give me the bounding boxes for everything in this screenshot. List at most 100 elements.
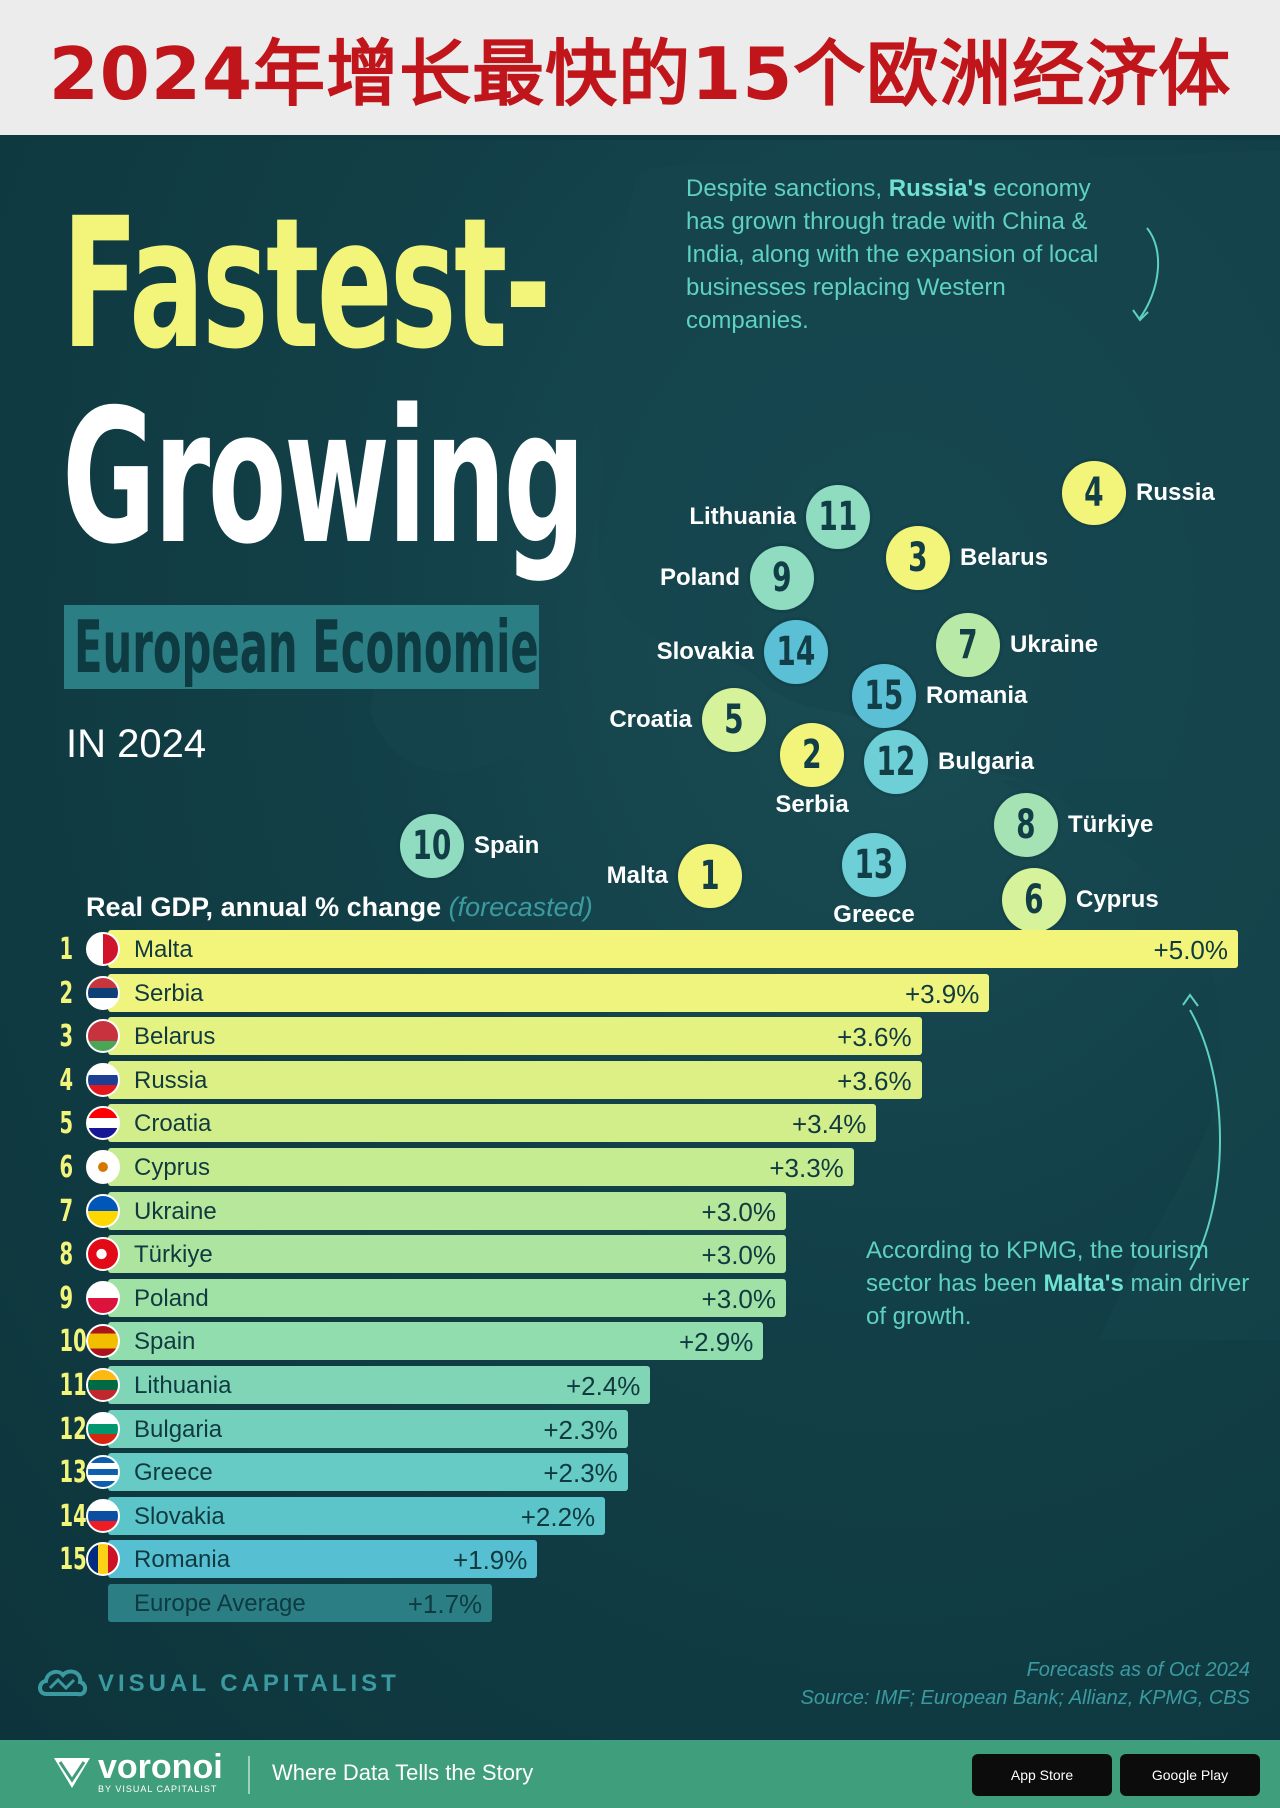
map-marker-greece: 13 Greece bbox=[814, 833, 934, 929]
flag-malta-icon bbox=[86, 932, 120, 966]
bar-türkiye bbox=[108, 1235, 786, 1274]
bar-value-label: +3.4% bbox=[791, 1109, 867, 1140]
rank-circle: 8 bbox=[994, 793, 1058, 857]
source-line-1: Forecasts as of Oct 2024 bbox=[1026, 1659, 1250, 1681]
brand-name: VISUAL CAPITALIST bbox=[98, 1670, 400, 1697]
map-marker-lithuania: Lithuania 11 bbox=[689, 485, 870, 549]
bar-country-label: Lithuania bbox=[134, 1372, 232, 1399]
bar-rank: 11 bbox=[59, 1368, 87, 1403]
malta-note-post: main driver of growth. bbox=[866, 1270, 1250, 1330]
bar-rank: 2 bbox=[59, 975, 74, 1011]
bar-slovakia bbox=[108, 1496, 606, 1535]
bar-belarus bbox=[108, 1017, 922, 1056]
country-label: Spain bbox=[474, 832, 540, 859]
bar-europe-average bbox=[108, 1584, 493, 1622]
rank-circle: 14 bbox=[764, 620, 828, 684]
country-label: Croatia bbox=[609, 706, 692, 733]
rank-number: 12 bbox=[876, 739, 916, 785]
rank-number: 7 bbox=[958, 622, 978, 668]
bar-value-label: +3.0% bbox=[701, 1196, 776, 1227]
bar-rank: 4 bbox=[59, 1062, 74, 1098]
bar-poland bbox=[108, 1278, 786, 1317]
chart-title: Real GDP, annual % change (forecasted) bbox=[86, 892, 593, 923]
bar-malta bbox=[108, 930, 1238, 968]
bar-country-label: Romania bbox=[134, 1546, 231, 1574]
bar-country-label: Belarus bbox=[134, 1023, 216, 1051]
footer-tagline: Where Data Tells the Story bbox=[272, 1760, 534, 1785]
russia-annotation: Despite sanctions, Russia's economy has … bbox=[686, 172, 1126, 337]
bar-value-label: +2.9% bbox=[678, 1327, 754, 1358]
bar-country-label: Bulgaria bbox=[134, 1415, 223, 1443]
bar-croatia bbox=[108, 1104, 877, 1143]
bar-country-label: Türkiye bbox=[134, 1241, 213, 1269]
title-fastest: Fastest- bbox=[62, 180, 551, 389]
bar-rank: 5 bbox=[59, 1106, 74, 1142]
bar-country-label: Croatia bbox=[134, 1110, 212, 1138]
map-marker-türkiye: 8 Türkiye bbox=[994, 793, 1153, 857]
flag-slovakia-icon bbox=[86, 1498, 120, 1533]
top-banner: 2024年增长最快的15个欧洲经济体 bbox=[0, 0, 1280, 135]
flag-spain-icon bbox=[86, 1324, 120, 1359]
flag-poland-icon bbox=[86, 1280, 120, 1315]
bar-spain bbox=[108, 1322, 764, 1361]
flag-serbia-icon bbox=[86, 975, 120, 1010]
app-store-button[interactable]: App Store bbox=[972, 1754, 1112, 1796]
bar-value-label: +3.6% bbox=[837, 1022, 912, 1053]
title-growing: Growing bbox=[62, 369, 586, 585]
rank-circle: 7 bbox=[936, 613, 1000, 677]
bar-lithuania bbox=[108, 1366, 651, 1404]
bar-value-label: +2.4% bbox=[565, 1371, 641, 1401]
map-marker-cyprus: 6 Cyprus bbox=[1002, 868, 1159, 932]
rank-number: 8 bbox=[1016, 802, 1036, 848]
flag-romania-icon bbox=[86, 1542, 120, 1577]
country-label: Serbia bbox=[775, 791, 849, 818]
rank-number: 14 bbox=[776, 629, 816, 675]
visual-capitalist-logo: VISUAL CAPITALIST bbox=[36, 1664, 400, 1704]
source-line-2: Source: IMF; European Bank; Allianz, KPM… bbox=[800, 1687, 1250, 1709]
bar-value-label: +2.3% bbox=[543, 1414, 618, 1445]
rank-number: 2 bbox=[802, 732, 822, 778]
map-marker-ukraine: 7 Ukraine bbox=[936, 613, 1098, 677]
rank-circle: 4 bbox=[1062, 461, 1126, 525]
rank-number: 5 bbox=[724, 697, 744, 743]
country-label: Lithuania bbox=[689, 503, 796, 530]
country-label: Malta bbox=[606, 862, 668, 889]
google-play-button[interactable]: Google Play bbox=[1120, 1754, 1260, 1796]
bar-country-label: Poland bbox=[134, 1284, 209, 1312]
rank-number: 11 bbox=[818, 494, 858, 540]
map-marker-bulgaria: 12 Bulgaria bbox=[864, 730, 1034, 794]
flag-bulgaria-icon bbox=[86, 1411, 120, 1446]
flag-greece-icon bbox=[86, 1455, 120, 1490]
bar-rank: 3 bbox=[59, 1019, 74, 1055]
flag-türkiye-icon bbox=[86, 1237, 120, 1272]
bar-country-label: Spain bbox=[134, 1328, 196, 1356]
bar-country-label: Malta bbox=[134, 936, 193, 963]
malta-note-pre: According to KPMG, the tourism sector ha… bbox=[866, 1237, 1209, 1297]
map-marker-serbia: 2 Serbia bbox=[752, 723, 872, 819]
rank-circle: 13 bbox=[842, 833, 906, 897]
bar-value-label: +2.2% bbox=[520, 1501, 596, 1532]
rank-number: 6 bbox=[1024, 877, 1044, 923]
voronoi-logo[interactable]: voronoi BY VISUAL CAPITALIST bbox=[50, 1750, 223, 1794]
country-label: Belarus bbox=[960, 544, 1049, 571]
rank-number: 4 bbox=[1084, 470, 1104, 516]
bar-rank: 15 bbox=[59, 1542, 87, 1578]
country-label: Türkiye bbox=[1068, 811, 1154, 838]
europe-average-label: Europe Average bbox=[134, 1590, 306, 1617]
russia-note-bold: Russia's bbox=[888, 175, 987, 202]
source-note: Forecasts as of Oct 2024 Source: IMF; Eu… bbox=[801, 1656, 1250, 1712]
bar-romania bbox=[108, 1540, 538, 1579]
bar-country-label: Cyprus bbox=[134, 1154, 211, 1181]
flag-belarus-icon bbox=[86, 1019, 120, 1054]
rank-number: 10 bbox=[412, 823, 452, 869]
country-label: Greece bbox=[833, 901, 915, 928]
country-label: Slovakia bbox=[656, 638, 754, 665]
bar-value-label: +3.6% bbox=[837, 1065, 912, 1096]
rank-circle: 2 bbox=[780, 723, 844, 787]
bar-value-label: +3.3% bbox=[769, 1153, 844, 1183]
country-label: Ukraine bbox=[1010, 631, 1099, 658]
bar-rank: 7 bbox=[59, 1193, 74, 1229]
bar-rank: 10 bbox=[59, 1324, 87, 1360]
bar-cyprus bbox=[108, 1148, 854, 1186]
bar-rank: 1 bbox=[59, 932, 74, 967]
